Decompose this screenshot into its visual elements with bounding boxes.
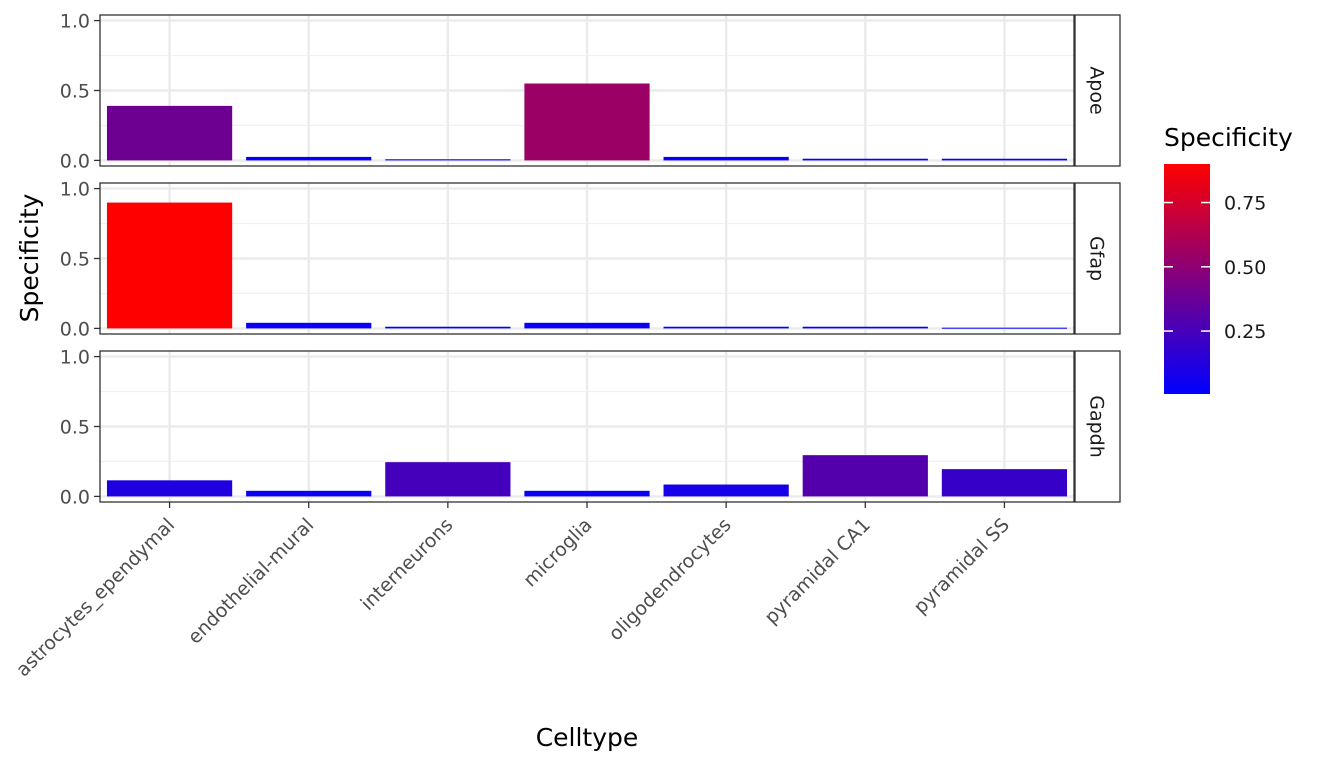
x-tick-label: interneurons: [357, 514, 458, 615]
x-tick-label: microglia: [519, 514, 596, 591]
x-axis-title: Celltype: [536, 723, 639, 752]
y-tick-label: 0.0: [60, 150, 90, 172]
bar: [246, 490, 372, 497]
facet-panel-gapdh: 0.0 0.5 1.0 Gapdh: [60, 347, 1121, 508]
bar: [385, 462, 511, 497]
facet-panel-apoe: 0.0 0.5 1.0 Apoe: [60, 11, 1121, 172]
x-tick-label: oligodendrocytes: [605, 514, 736, 645]
legend-title: Specificity: [1164, 123, 1293, 152]
y-tick-label: 1.0: [60, 347, 90, 369]
x-tick-label: astrocytes_ependymal: [12, 514, 179, 681]
bar: [663, 484, 789, 497]
facet-panel-gfap: 0.0 0.5 1.0 Gfap: [60, 179, 1121, 340]
facet-strip-label: Gapdh: [1086, 395, 1108, 458]
y-tick-label: 1.0: [60, 11, 90, 33]
x-axis: astrocytes_ependymal endothelial-mural int…: [12, 502, 1014, 681]
facet-strip: [1074, 14, 1121, 167]
bar: [524, 83, 650, 161]
x-tick-label: pyramidal SS: [910, 514, 1014, 618]
y-tick-label: 0.0: [60, 486, 90, 508]
y-tick-label: 0.0: [60, 318, 90, 340]
legend-tick-label: 0.75: [1224, 193, 1266, 215]
facet-strip: [1074, 350, 1121, 503]
legend-tick-label: 0.25: [1224, 321, 1266, 343]
bar: [802, 158, 928, 161]
facet-panels: 0.0 0.5 1.0 Apoe 0.0 0.5 1.0 Gfap 0.0 0.5 1.0 Gapdh: [60, 11, 1121, 508]
facet-strip-label: Gfap: [1086, 236, 1108, 281]
bar: [106, 105, 233, 161]
bar: [802, 326, 928, 329]
facet-strip: [1074, 182, 1121, 335]
bar: [106, 480, 233, 497]
bar: [663, 156, 789, 161]
bar: [663, 326, 789, 329]
bar: [106, 202, 233, 329]
bar: [385, 326, 511, 329]
legend: Specificity 0.25 0.50 0.75: [1164, 123, 1293, 394]
y-tick-label: 0.5: [60, 81, 90, 103]
bar: [941, 158, 1068, 161]
legend-tick-label: 0.50: [1224, 257, 1266, 279]
bar: [385, 159, 511, 161]
y-tick-label: 0.5: [60, 417, 90, 439]
bar: [246, 322, 372, 329]
x-tick-label: endothelial-mural: [184, 514, 319, 649]
x-tick-label: pyramidal CA1: [760, 514, 874, 628]
legend-ticks: 0.25 0.50 0.75: [1164, 193, 1266, 343]
bar: [524, 490, 650, 497]
bar: [246, 156, 372, 161]
y-axis-title: Specificity: [15, 193, 44, 322]
y-tick-label: 1.0: [60, 179, 90, 201]
legend-colorbar: [1164, 164, 1210, 394]
bar: [941, 469, 1068, 497]
bar: [802, 455, 928, 497]
bar: [941, 327, 1068, 329]
y-tick-label: 0.5: [60, 249, 90, 271]
bar: [524, 322, 650, 329]
facet-strip-label: Apoe: [1086, 66, 1108, 114]
